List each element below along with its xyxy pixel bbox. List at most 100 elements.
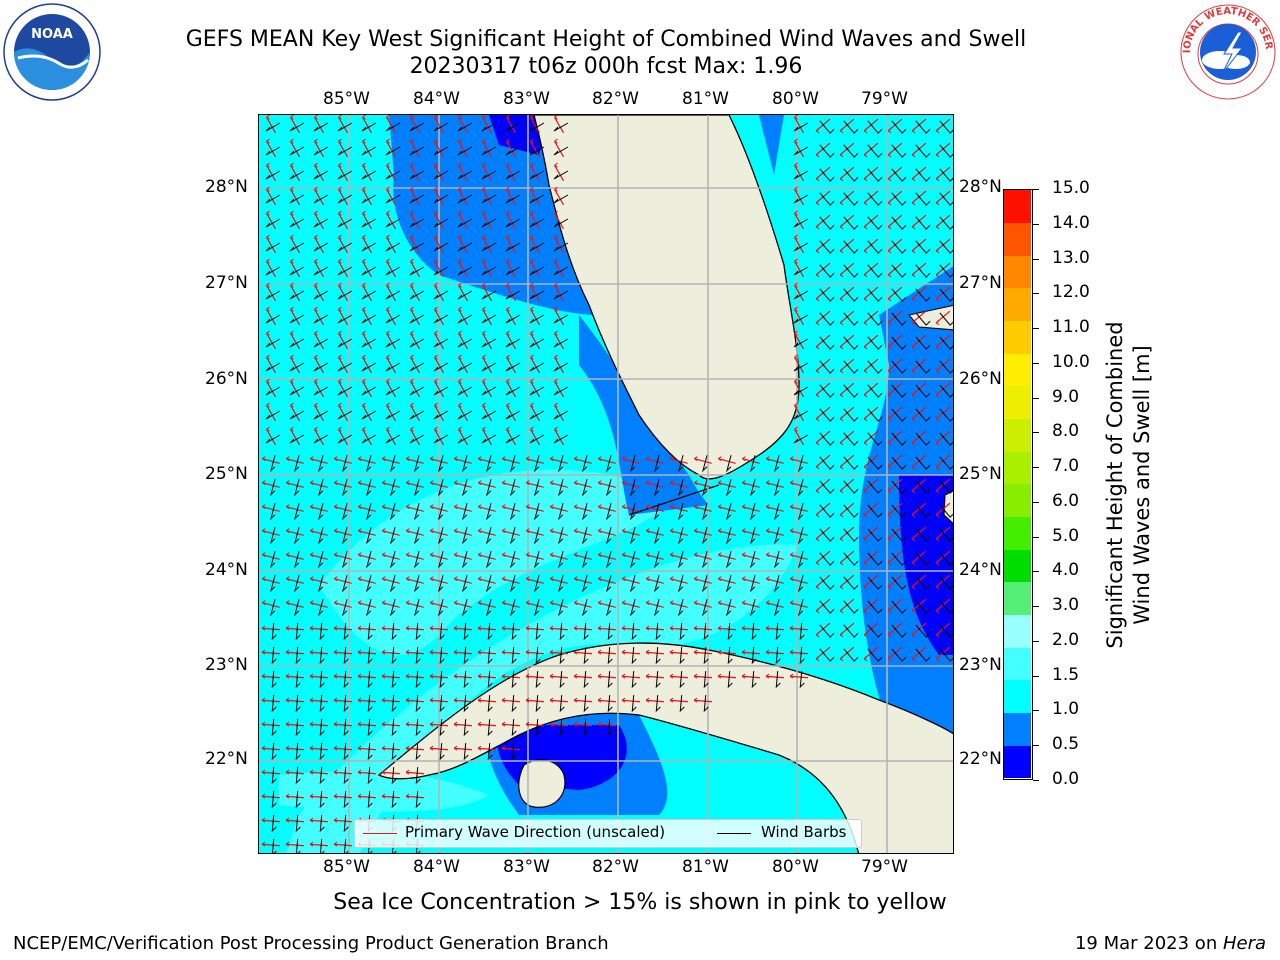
wind-barb (337, 170, 353, 180)
wave-arrow (262, 602, 280, 608)
wave-arrowhead (573, 673, 578, 679)
wave-arrowhead (506, 162, 510, 168)
wind-barb (317, 527, 324, 545)
wind-barb (391, 670, 397, 689)
wave-arrowhead (887, 608, 892, 614)
wave-arrow (790, 530, 808, 536)
wave-arrowhead (621, 697, 626, 703)
wave-arrowhead (357, 769, 362, 775)
wave-arrow (481, 260, 493, 278)
lat-tick-label-right: 22°N (959, 749, 1002, 769)
wave-arrow (361, 116, 373, 134)
wave-arrowhead (506, 306, 510, 312)
chart-subtitle: 20230317 t06z 000h fcst Max: 1.96 (409, 54, 803, 79)
wind-barb (433, 218, 449, 228)
wave-arrowhead (839, 488, 844, 494)
wave-arrow (742, 506, 760, 512)
wind-barb (677, 479, 684, 497)
wave-arrowhead (693, 697, 698, 703)
wind-barb (269, 551, 276, 569)
wave-arrowhead (405, 793, 410, 799)
wave-arrowhead (286, 480, 290, 486)
wind-barb (265, 338, 281, 348)
wave-arrowhead (887, 488, 892, 494)
wave-arrowhead (554, 258, 558, 264)
wind-barb (439, 622, 445, 641)
wave-arrow (574, 554, 592, 560)
wave-arrow (525, 699, 545, 703)
wind-barb (775, 646, 781, 665)
wave-arrowhead (261, 721, 266, 727)
wind-barb (481, 386, 497, 396)
wave-arrow (457, 140, 469, 158)
wave-arrowhead (382, 528, 386, 534)
wind-barb (505, 386, 521, 396)
wind-barb (485, 551, 492, 569)
wave-arrowhead (506, 426, 510, 432)
wave-arrowhead (669, 697, 674, 703)
wind-barb (271, 622, 277, 641)
wave-arrow (501, 675, 521, 679)
wind-barb (289, 266, 305, 276)
wave-arrow (529, 140, 541, 158)
wave-arrow (334, 506, 352, 512)
wind-barb (461, 455, 468, 473)
wave-arrowhead (574, 480, 578, 486)
wave-arrow (385, 380, 397, 398)
wave-arrow (358, 602, 376, 608)
wave-arrow (766, 506, 784, 512)
wave-arrowhead (530, 330, 534, 336)
wave-arrowhead (501, 625, 506, 631)
lon-tick-label-bottom: 79°W (861, 857, 908, 877)
wind-barb (269, 575, 276, 593)
wind-barb (819, 216, 835, 230)
wave-arrowhead (478, 504, 482, 510)
wave-arrow (645, 675, 665, 679)
wave-arrow (433, 140, 445, 158)
wave-arrow (385, 284, 397, 302)
colorbar-segment (1004, 549, 1031, 583)
colorbar-segment (1004, 418, 1031, 452)
wave-arrow (433, 284, 445, 302)
wind-barb (843, 120, 859, 134)
wave-arrowhead (530, 306, 534, 312)
wave-arrow (622, 458, 640, 464)
footer-host: Hera (1222, 933, 1266, 954)
wave-arrowhead (434, 258, 438, 264)
wave-arrow (309, 627, 329, 631)
wave-arrowhead (338, 282, 342, 288)
wave-arrowhead (554, 138, 558, 144)
wind-barb (529, 290, 545, 300)
wind-barb (631, 694, 637, 713)
wind-barb (915, 240, 931, 254)
wind-barb (939, 216, 953, 230)
wave-arrow (790, 602, 808, 608)
wave-arrow (793, 332, 805, 350)
wave-arrowhead (790, 528, 794, 534)
wave-arrow (549, 699, 569, 703)
wave-arrow (357, 723, 377, 727)
wave-arrow (309, 747, 329, 751)
wave-arrowhead (622, 480, 626, 486)
wave-arrowhead (262, 456, 266, 462)
wave-arrow (385, 356, 397, 374)
wave-arrowhead (382, 576, 386, 582)
wave-arrow (574, 458, 592, 464)
wind-barb (679, 670, 685, 689)
wind-barb (891, 288, 907, 302)
wave-arrowhead (314, 354, 318, 360)
wave-arrowhead (554, 402, 558, 408)
wave-arrow (333, 771, 353, 775)
wave-arrow (529, 308, 541, 326)
wave-arrowhead (314, 378, 318, 384)
wave-arrow (789, 675, 809, 679)
wind-barb (553, 410, 569, 420)
wind-barb (891, 240, 907, 254)
wave-arrowhead (506, 258, 510, 264)
wind-barb (439, 742, 445, 761)
wave-arrow (262, 482, 280, 488)
wave-arrowhead (362, 210, 366, 216)
wind-barb (819, 336, 835, 350)
wave-arrow (694, 602, 712, 608)
wave-arrow (385, 404, 397, 422)
